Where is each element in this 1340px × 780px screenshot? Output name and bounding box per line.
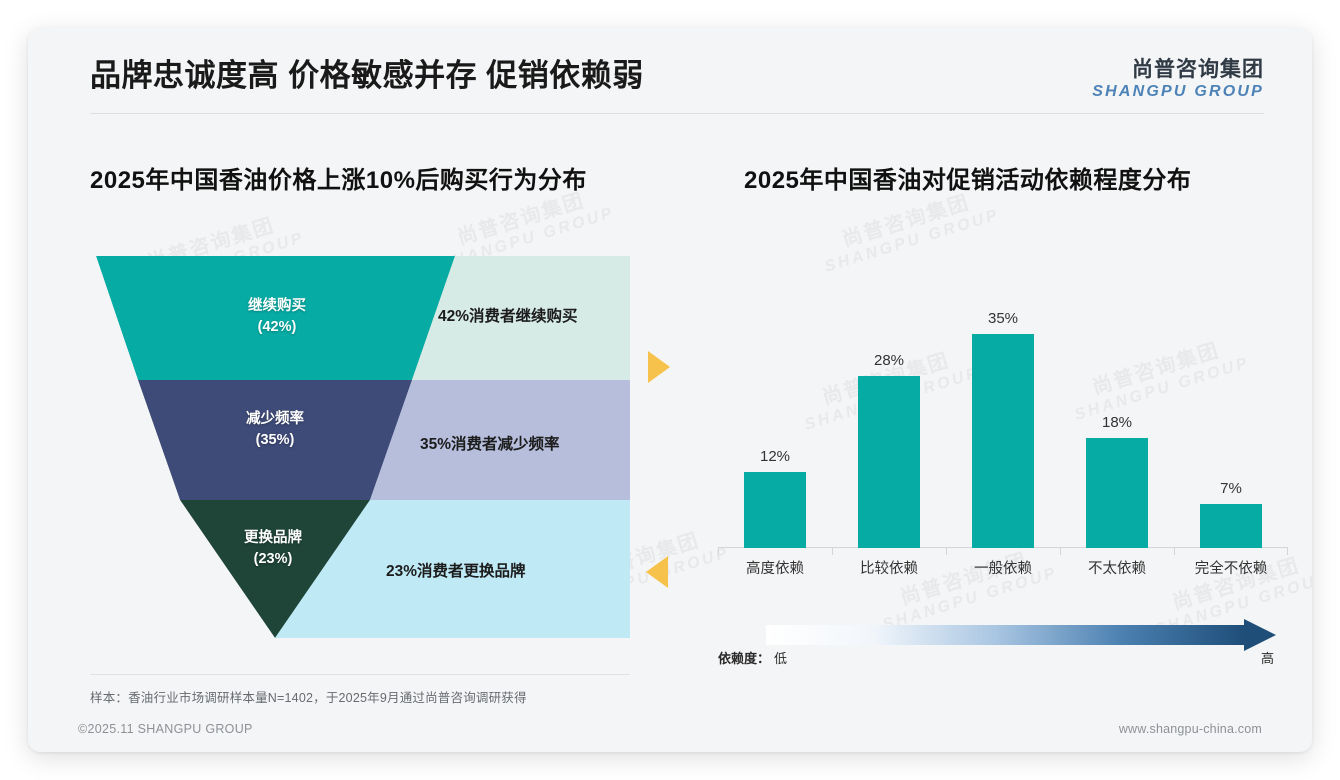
dependency-gradient-legend: 依赖度： 低 高 — [718, 618, 1288, 680]
axis-tick — [832, 548, 833, 555]
right-chart-title: 2025年中国香油对促销活动依赖程度分布 — [744, 167, 1192, 194]
funnel-outside-left-1 — [90, 256, 275, 638]
arrow-left-icon — [646, 556, 668, 588]
funnel-segment-2 — [138, 380, 412, 500]
left-chart-title: 2025年中国香油价格上涨10%后购买行为分布 — [90, 167, 587, 194]
funnel-segment-2-label: 减少频率 (35%) — [246, 411, 304, 449]
logo-chinese-name: 尚普咨询集团 — [1132, 58, 1264, 81]
bar-rect[interactable] — [858, 376, 920, 548]
bar-column[interactable]: 7% — [1174, 480, 1288, 548]
axis-tick — [1287, 548, 1288, 555]
header-divider — [90, 113, 1264, 114]
footnote-text: 样本：香油行业市场调研样本量N=1402，于2025年9月通过尚普咨询调研获得 — [90, 691, 527, 705]
axis-tick — [1060, 548, 1061, 555]
funnel-svg — [90, 256, 630, 638]
bar-value-label: 18% — [1101, 414, 1133, 431]
slide-header: 品牌忠诚度高 价格敏感并存 促销依赖弱 尚普咨询集团 SHANGPU GROUP — [28, 28, 1312, 114]
page-title: 品牌忠诚度高 价格敏感并存 促销依赖弱 — [90, 58, 644, 93]
bar-column[interactable]: 18% — [1060, 414, 1174, 548]
bar-rect[interactable] — [1200, 504, 1262, 548]
bar-rect[interactable] — [744, 472, 806, 548]
legend-low-label: 低 — [774, 651, 788, 666]
legend-high-label: 高 — [1260, 651, 1274, 666]
right-panel-header: 2025年中国香油对促销活动依赖程度分布 — [744, 160, 1284, 195]
legend-title: 依赖度： — [718, 651, 771, 666]
bar-column[interactable]: 28% — [832, 352, 946, 548]
axis-tick — [946, 548, 947, 555]
funnel-chart: 继续购买 (42%) 减少频率 (35%) 更换品牌 (23%) 42%消费者继… — [90, 256, 630, 638]
category-label-3: 不太依赖 — [1088, 561, 1146, 577]
watermark-line1: 尚普咨询集团 — [839, 191, 973, 252]
funnel-outside-right-1 — [412, 256, 630, 380]
axis-tick — [1174, 548, 1175, 555]
watermark-line2: SHANGPU GROUP — [822, 206, 1002, 276]
category-label-1: 比较依赖 — [860, 561, 918, 577]
bar-value-label: 7% — [1220, 480, 1242, 497]
bar-column[interactable]: 35% — [946, 310, 1060, 548]
gradient-arrow-icon — [766, 619, 1276, 651]
funnel-segment-3-label: 更换品牌 (23%) — [244, 530, 302, 568]
bar-rect[interactable] — [972, 334, 1034, 548]
footer-website[interactable]: www.shangpu-china.com — [1118, 722, 1262, 736]
bar-value-label: 35% — [987, 310, 1019, 327]
funnel-segment-3 — [180, 500, 370, 638]
bar-column[interactable]: 12% — [718, 448, 832, 548]
arrow-right-icon — [648, 351, 670, 383]
bar-value-label: 28% — [873, 352, 905, 369]
category-label-4: 完全不依赖 — [1194, 561, 1268, 577]
dependency-bar-chart: 12% 28% 35% 18% 7% 高度依赖 比较依赖 一般依赖 不太依赖 完… — [718, 280, 1288, 577]
brand-logo: 尚普咨询集团 SHANGPU GROUP — [1092, 58, 1264, 101]
funnel-annotation-1: 42%消费者继续购买 — [438, 308, 578, 325]
footer-copyright: ©2025.11 SHANGPU GROUP — [78, 722, 253, 736]
funnel-segment-1-label: 继续购买 (42%) — [248, 298, 306, 336]
bar-rect[interactable] — [1086, 438, 1148, 548]
category-label-2: 一般依赖 — [974, 561, 1032, 577]
funnel-annotation-2: 35%消费者减少频率 — [420, 436, 560, 453]
footnote-block: 样本：香油行业市场调研样本量N=1402，于2025年9月通过尚普咨询调研获得 — [90, 674, 630, 706]
funnel-outside-right-2 — [370, 380, 630, 500]
category-label-0: 高度依赖 — [746, 561, 804, 577]
funnel-annotation-3: 23%消费者更换品牌 — [386, 563, 526, 580]
axis-tick — [718, 548, 719, 555]
funnel-segment-1 — [96, 256, 455, 380]
bar-value-label: 12% — [759, 448, 791, 465]
footnote-divider — [90, 674, 630, 675]
left-panel-header: 2025年中国香油价格上涨10%后购买行为分布 — [90, 160, 690, 195]
logo-english-name: SHANGPU GROUP — [1092, 83, 1264, 101]
funnel-outside-right-3 — [275, 500, 630, 638]
